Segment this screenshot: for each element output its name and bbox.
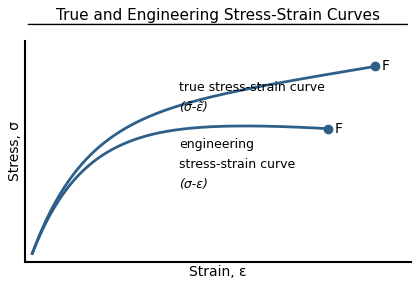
- Text: engineering: engineering: [179, 138, 254, 151]
- Text: (σ̃-ε̃): (σ̃-ε̃): [179, 101, 208, 114]
- Text: True and Engineering Stress-Strain Curves: True and Engineering Stress-Strain Curve…: [56, 8, 380, 23]
- X-axis label: Strain, ε: Strain, ε: [189, 265, 247, 279]
- Text: stress-strain curve: stress-strain curve: [179, 158, 295, 171]
- Text: F: F: [382, 59, 390, 73]
- Text: true stress-strain curve: true stress-strain curve: [179, 81, 325, 94]
- Text: F: F: [335, 122, 343, 136]
- Text: (σ-ε): (σ-ε): [179, 178, 208, 191]
- Y-axis label: Stress, σ: Stress, σ: [8, 121, 22, 181]
